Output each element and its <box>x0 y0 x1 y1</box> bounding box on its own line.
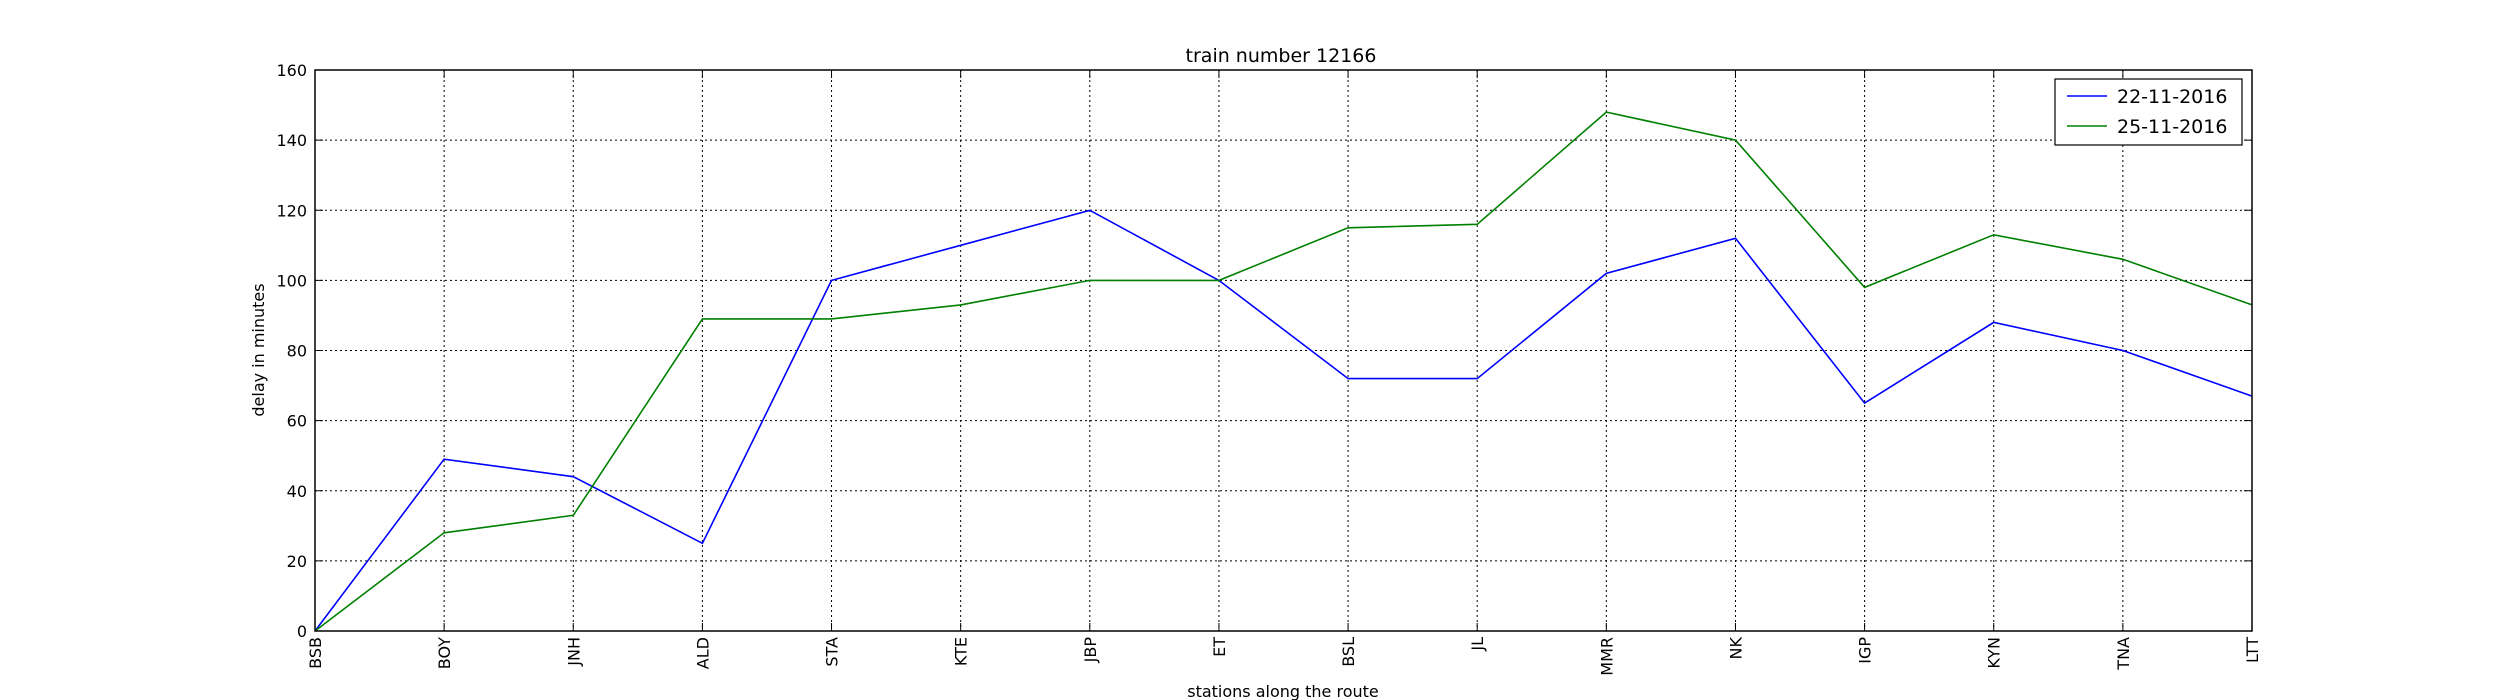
x-axis-label: stations along the route <box>1187 682 1379 700</box>
x-tick-label: ALD <box>693 637 712 669</box>
x-axis: BSB BOY JNH ALD STA KTE JBP ET BSL JL MMR NK IGP KYN T… <box>306 70 2262 676</box>
y-tick-label: 0 <box>297 622 307 641</box>
x-tick-label: LTT <box>2243 637 2262 663</box>
y-tick-label: 60 <box>287 412 307 431</box>
x-tick-label: NK <box>1726 637 1745 660</box>
x-tick-label: MMR <box>1597 637 1616 676</box>
plot-area <box>314 111 2253 632</box>
legend-label-2: 25-11-2016 <box>2117 116 2227 138</box>
y-tick-label: 20 <box>287 552 307 571</box>
x-tick-label: JL <box>1468 637 1487 652</box>
x-tick-label: BSB <box>306 637 325 669</box>
x-tick-label: JNH <box>564 637 583 667</box>
x-tick-label: JBP <box>1081 637 1100 664</box>
y-axis-label: delay in minutes <box>249 283 268 416</box>
series-line-2 <box>314 111 2253 632</box>
y-tick-label: 120 <box>276 201 307 220</box>
x-tick-label: TNA <box>2114 637 2133 671</box>
x-tick-label: KYN <box>1985 637 2004 669</box>
chart-title: train number 12166 <box>1186 45 1377 67</box>
grid <box>315 70 2252 631</box>
x-tick-label: STA <box>823 637 842 667</box>
y-tick-label: 160 <box>276 61 307 80</box>
series-line-1 <box>314 209 2253 632</box>
y-axis: 0 20 40 60 80 100 120 140 160 <box>276 61 2252 641</box>
legend-label-1: 22-11-2016 <box>2117 86 2227 108</box>
y-tick-label: 40 <box>287 482 307 501</box>
y-tick-label: 80 <box>287 342 307 361</box>
legend: 22-11-2016 25-11-2016 <box>2054 78 2243 146</box>
y-tick-label: 140 <box>276 131 307 150</box>
x-tick-label: KTE <box>952 637 971 666</box>
x-tick-label: IGP <box>1856 637 1875 664</box>
legend-box <box>2054 78 2243 146</box>
x-tick-label: ET <box>1210 637 1229 657</box>
x-tick-label: BSL <box>1339 637 1358 667</box>
y-tick-label: 100 <box>276 271 307 290</box>
x-tick-label: BOY <box>435 637 454 669</box>
